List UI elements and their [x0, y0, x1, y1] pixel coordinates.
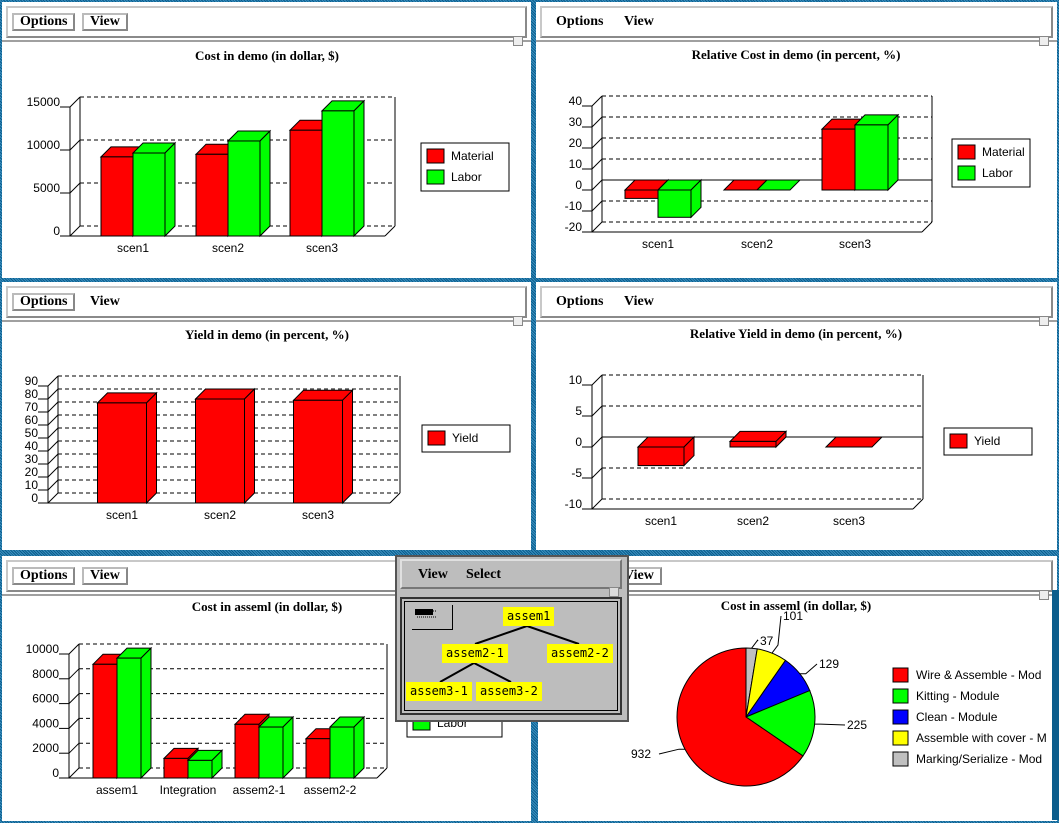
menu-options[interactable]: Options [12, 293, 76, 311]
divider [2, 320, 531, 322]
popup-menubar: View Select [400, 559, 622, 589]
menu-view[interactable]: View [90, 294, 120, 309]
divider [538, 594, 1057, 596]
panel-relative-yield-demo: Options View [536, 282, 1057, 550]
tree-node-assem2-2[interactable]: assem2-2 [547, 644, 613, 663]
thumbnail-icon [415, 609, 437, 618]
resize-handle[interactable] [1039, 316, 1049, 326]
resize-handle[interactable] [609, 587, 619, 597]
menu-options[interactable]: Options [12, 567, 76, 585]
tree-view: assem1 assem2-1 assem2-2 assem3-1 assem3… [404, 601, 618, 711]
menu-view[interactable]: View [624, 14, 654, 29]
resize-handle[interactable] [513, 36, 523, 46]
menu-options[interactable]: Options [556, 294, 604, 309]
menu-view[interactable]: View [624, 567, 662, 585]
menubar: Options View [540, 286, 1053, 318]
panel-cost-demo: Options View [2, 2, 531, 278]
tree-node-assem3-2[interactable]: assem3-2 [476, 682, 542, 701]
divider [2, 594, 531, 596]
resize-handle[interactable] [513, 316, 523, 326]
panel-relative-cost-demo: Options View [536, 2, 1057, 278]
menubar: Options View [6, 6, 527, 38]
menu-options[interactable]: Options [556, 14, 604, 29]
tree-node-assem1[interactable]: assem1 [503, 607, 555, 626]
tree-node-assem2-1[interactable]: assem2-1 [442, 644, 508, 663]
menubar: Options View [6, 286, 527, 318]
menu-options[interactable]: Options [12, 13, 76, 31]
resize-handle[interactable] [1039, 36, 1049, 46]
menu-view[interactable]: View [82, 567, 128, 585]
divider [536, 320, 1057, 322]
menubar: Options View [540, 6, 1053, 38]
divider [536, 40, 1057, 42]
menu-view[interactable]: View [624, 294, 654, 309]
panel-yield-demo: Options View [2, 282, 531, 550]
tree-node-assem3-1[interactable]: assem3-1 [406, 682, 472, 701]
resize-handle[interactable] [1039, 590, 1049, 600]
menu-view[interactable]: View [82, 13, 128, 31]
menu-select[interactable]: Select [466, 567, 501, 582]
menu-view[interactable]: View [418, 567, 448, 582]
tree-edges [439, 625, 580, 683]
tree-popup-window: View Select assem1 assem2-1 assem2-2 ass… [395, 555, 629, 722]
divider [2, 40, 531, 42]
tree-canvas: assem1 assem2-1 assem2-2 assem3-1 assem3… [400, 597, 622, 715]
overview-thumbnail[interactable] [412, 605, 453, 630]
